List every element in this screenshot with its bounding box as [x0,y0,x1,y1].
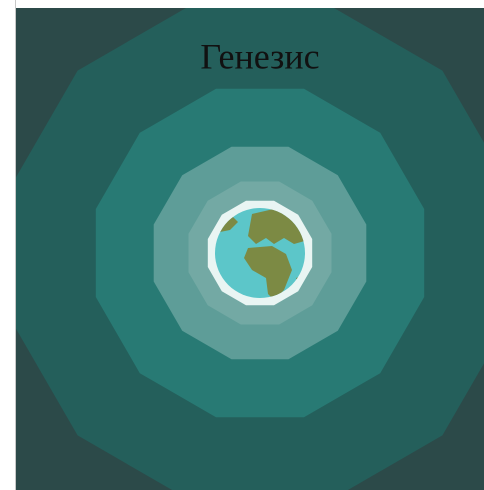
scene: Генезис [16,8,484,490]
side-strip [0,0,16,490]
game-title: Генезис [200,36,319,76]
